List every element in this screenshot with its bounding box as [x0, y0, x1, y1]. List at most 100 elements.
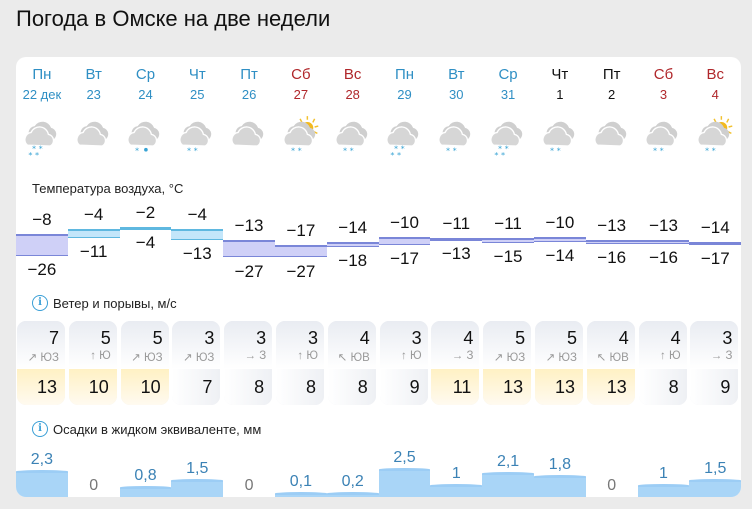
temperature-bar	[482, 237, 534, 243]
wind-card-top	[172, 321, 221, 369]
temp-max: −4	[187, 205, 207, 225]
day-column[interactable]: Ср 31 * * * *	[482, 57, 534, 167]
day-of-week: Сб	[291, 66, 311, 83]
day-column[interactable]: Вт 23	[68, 57, 120, 167]
wind-label-text: Ветер и порывы, м/с	[53, 295, 177, 311]
wind-arrow-icon: ↑	[401, 350, 407, 362]
wind-card[interactable]: 5 ↗ ЮЗ 13	[535, 321, 583, 405]
temp-max: −2	[135, 203, 156, 222]
wind-speed: 3	[256, 328, 267, 348]
wind-speed: 5	[100, 328, 111, 348]
day-date: 27	[293, 87, 309, 102]
day-column[interactable]: Вс 4 * *	[689, 57, 741, 167]
wind-speed: 5	[515, 328, 526, 348]
wind-speed: 4	[670, 328, 681, 348]
day-column[interactable]: Вт 30 * *	[430, 57, 482, 167]
gust-background	[638, 369, 687, 405]
wind-direction: ↗ ЮЗ	[28, 350, 59, 364]
wind-card[interactable]: 4 → З 11	[431, 321, 480, 405]
wind-gust: 10	[140, 377, 161, 397]
precipitation-value: 1	[659, 465, 668, 482]
precipitation-value: 0	[607, 477, 617, 494]
day-column[interactable]: Пт 26	[223, 57, 275, 167]
wind-arrow-icon: →	[451, 350, 464, 362]
day-column[interactable]: Пт 2	[586, 57, 638, 167]
temperature-chart: −8 −26 −4 −11 −2 −4 −4 −13 −13 −27 −17 −27 −14 −18 −10…	[16, 197, 741, 292]
day-date: 30	[449, 87, 464, 102]
day-of-week: Вт	[448, 66, 465, 83]
wind-card[interactable]: 3 ↗ ЮЗ 7	[172, 321, 221, 405]
day-of-week: Чт	[188, 66, 206, 83]
precipitation-bar	[689, 478, 741, 497]
day-date: 25	[190, 87, 205, 102]
day-of-week: Пт	[602, 66, 621, 83]
temperature-bar	[16, 234, 68, 257]
temp-min: −14	[545, 245, 575, 265]
wind-card[interactable]: 3 → З 9	[690, 321, 739, 405]
wind-arrow-icon: ↖	[337, 352, 348, 364]
wind-card[interactable]: 5 ↗ ЮЗ 10	[120, 321, 169, 405]
wind-card[interactable]: 3 ↑ Ю 8	[276, 321, 324, 405]
temperature-label-text: Температура воздуха, °C	[32, 181, 184, 196]
precipitation-value: 1	[451, 465, 461, 482]
temp-min: −13	[182, 244, 212, 264]
temperature-bar	[585, 240, 638, 245]
temperature-bar	[430, 237, 483, 241]
wind-direction-label: З	[466, 350, 474, 362]
gust-background	[327, 369, 376, 405]
svg-text:* *: * *	[291, 145, 302, 155]
precipitation-bar	[378, 467, 431, 497]
wind-arrow-icon: ↗	[27, 352, 38, 364]
wind-card-top	[431, 321, 480, 369]
cloudy-snow-icon: * *	[643, 115, 683, 159]
wind-card[interactable]: 4 ↑ Ю 8	[638, 321, 687, 405]
gust-background	[17, 369, 65, 405]
info-icon[interactable]: i	[32, 421, 48, 437]
wind-card-top	[586, 321, 635, 369]
wind-card[interactable]: 4 ↖ ЮВ 8	[327, 321, 376, 405]
wind-speed: 4	[618, 328, 629, 348]
precipitation-value: 0,1	[289, 473, 313, 490]
page-title: Погода в Омске на две недели	[16, 6, 331, 31]
day-column[interactable]: Сб 27 * *	[275, 57, 327, 167]
wind-card-top	[535, 321, 583, 369]
day-column[interactable]: Чт 1 * *	[534, 57, 586, 167]
wind-speed: 3	[411, 328, 422, 348]
wind-card-top	[379, 321, 428, 369]
precipitation-bar	[534, 475, 586, 497]
wind-card[interactable]: 4 ↖ ЮВ 13	[586, 321, 635, 405]
wind-card-top	[224, 321, 273, 369]
wind-card[interactable]: 3 ↑ Ю 9	[379, 321, 428, 405]
cloudy-sleet-icon: *	[125, 115, 165, 159]
wind-card[interactable]: 3 → З 8	[224, 321, 273, 405]
temperature-bar	[637, 240, 690, 245]
wind-gust: 13	[606, 377, 627, 397]
precipitation-bar	[171, 478, 224, 497]
day-date: 31	[500, 87, 516, 102]
svg-text:*: *	[135, 145, 139, 155]
day-column[interactable]: Чт 25 * *	[171, 57, 223, 167]
gust-background	[586, 369, 635, 405]
wind-direction: ↑ Ю	[401, 350, 422, 362]
day-column[interactable]: Вс 28 * *	[327, 57, 379, 167]
wind-card[interactable]: 5 ↗ ЮЗ 13	[483, 321, 532, 405]
precip-section-label: i Осадки в жидком эквиваленте, мм	[32, 421, 261, 437]
day-column[interactable]: Ср 24 *	[120, 57, 172, 167]
day-column[interactable]: Сб 3 * *	[638, 57, 690, 167]
wind-gust: 9	[409, 377, 420, 397]
wind-speed: 3	[722, 328, 733, 348]
wind-direction: ↑ Ю	[660, 350, 681, 362]
temp-max: −11	[442, 213, 471, 233]
day-column[interactable]: Пн 29 * * * *	[379, 57, 431, 167]
wind-card[interactable]: 7 ↗ ЮЗ 13	[17, 321, 65, 405]
temp-min: −16	[597, 248, 627, 268]
temp-max: −10	[390, 212, 419, 232]
wind-direction-label: ЮВ	[350, 352, 370, 364]
wind-speed: 4	[359, 328, 370, 348]
forecast-card: Пн 22 дек * * * * Вт 23 Ср 24 * Чт 25 * * Пт…	[16, 57, 741, 497]
day-column[interactable]: Пн 22 дек * * * *	[16, 57, 68, 167]
info-icon[interactable]: i	[32, 295, 48, 311]
wind-card[interactable]: 5 ↑ Ю 10	[68, 321, 117, 405]
wind-direction: ↗ ЮЗ	[131, 350, 162, 364]
svg-text:* *: * *	[494, 150, 505, 159]
